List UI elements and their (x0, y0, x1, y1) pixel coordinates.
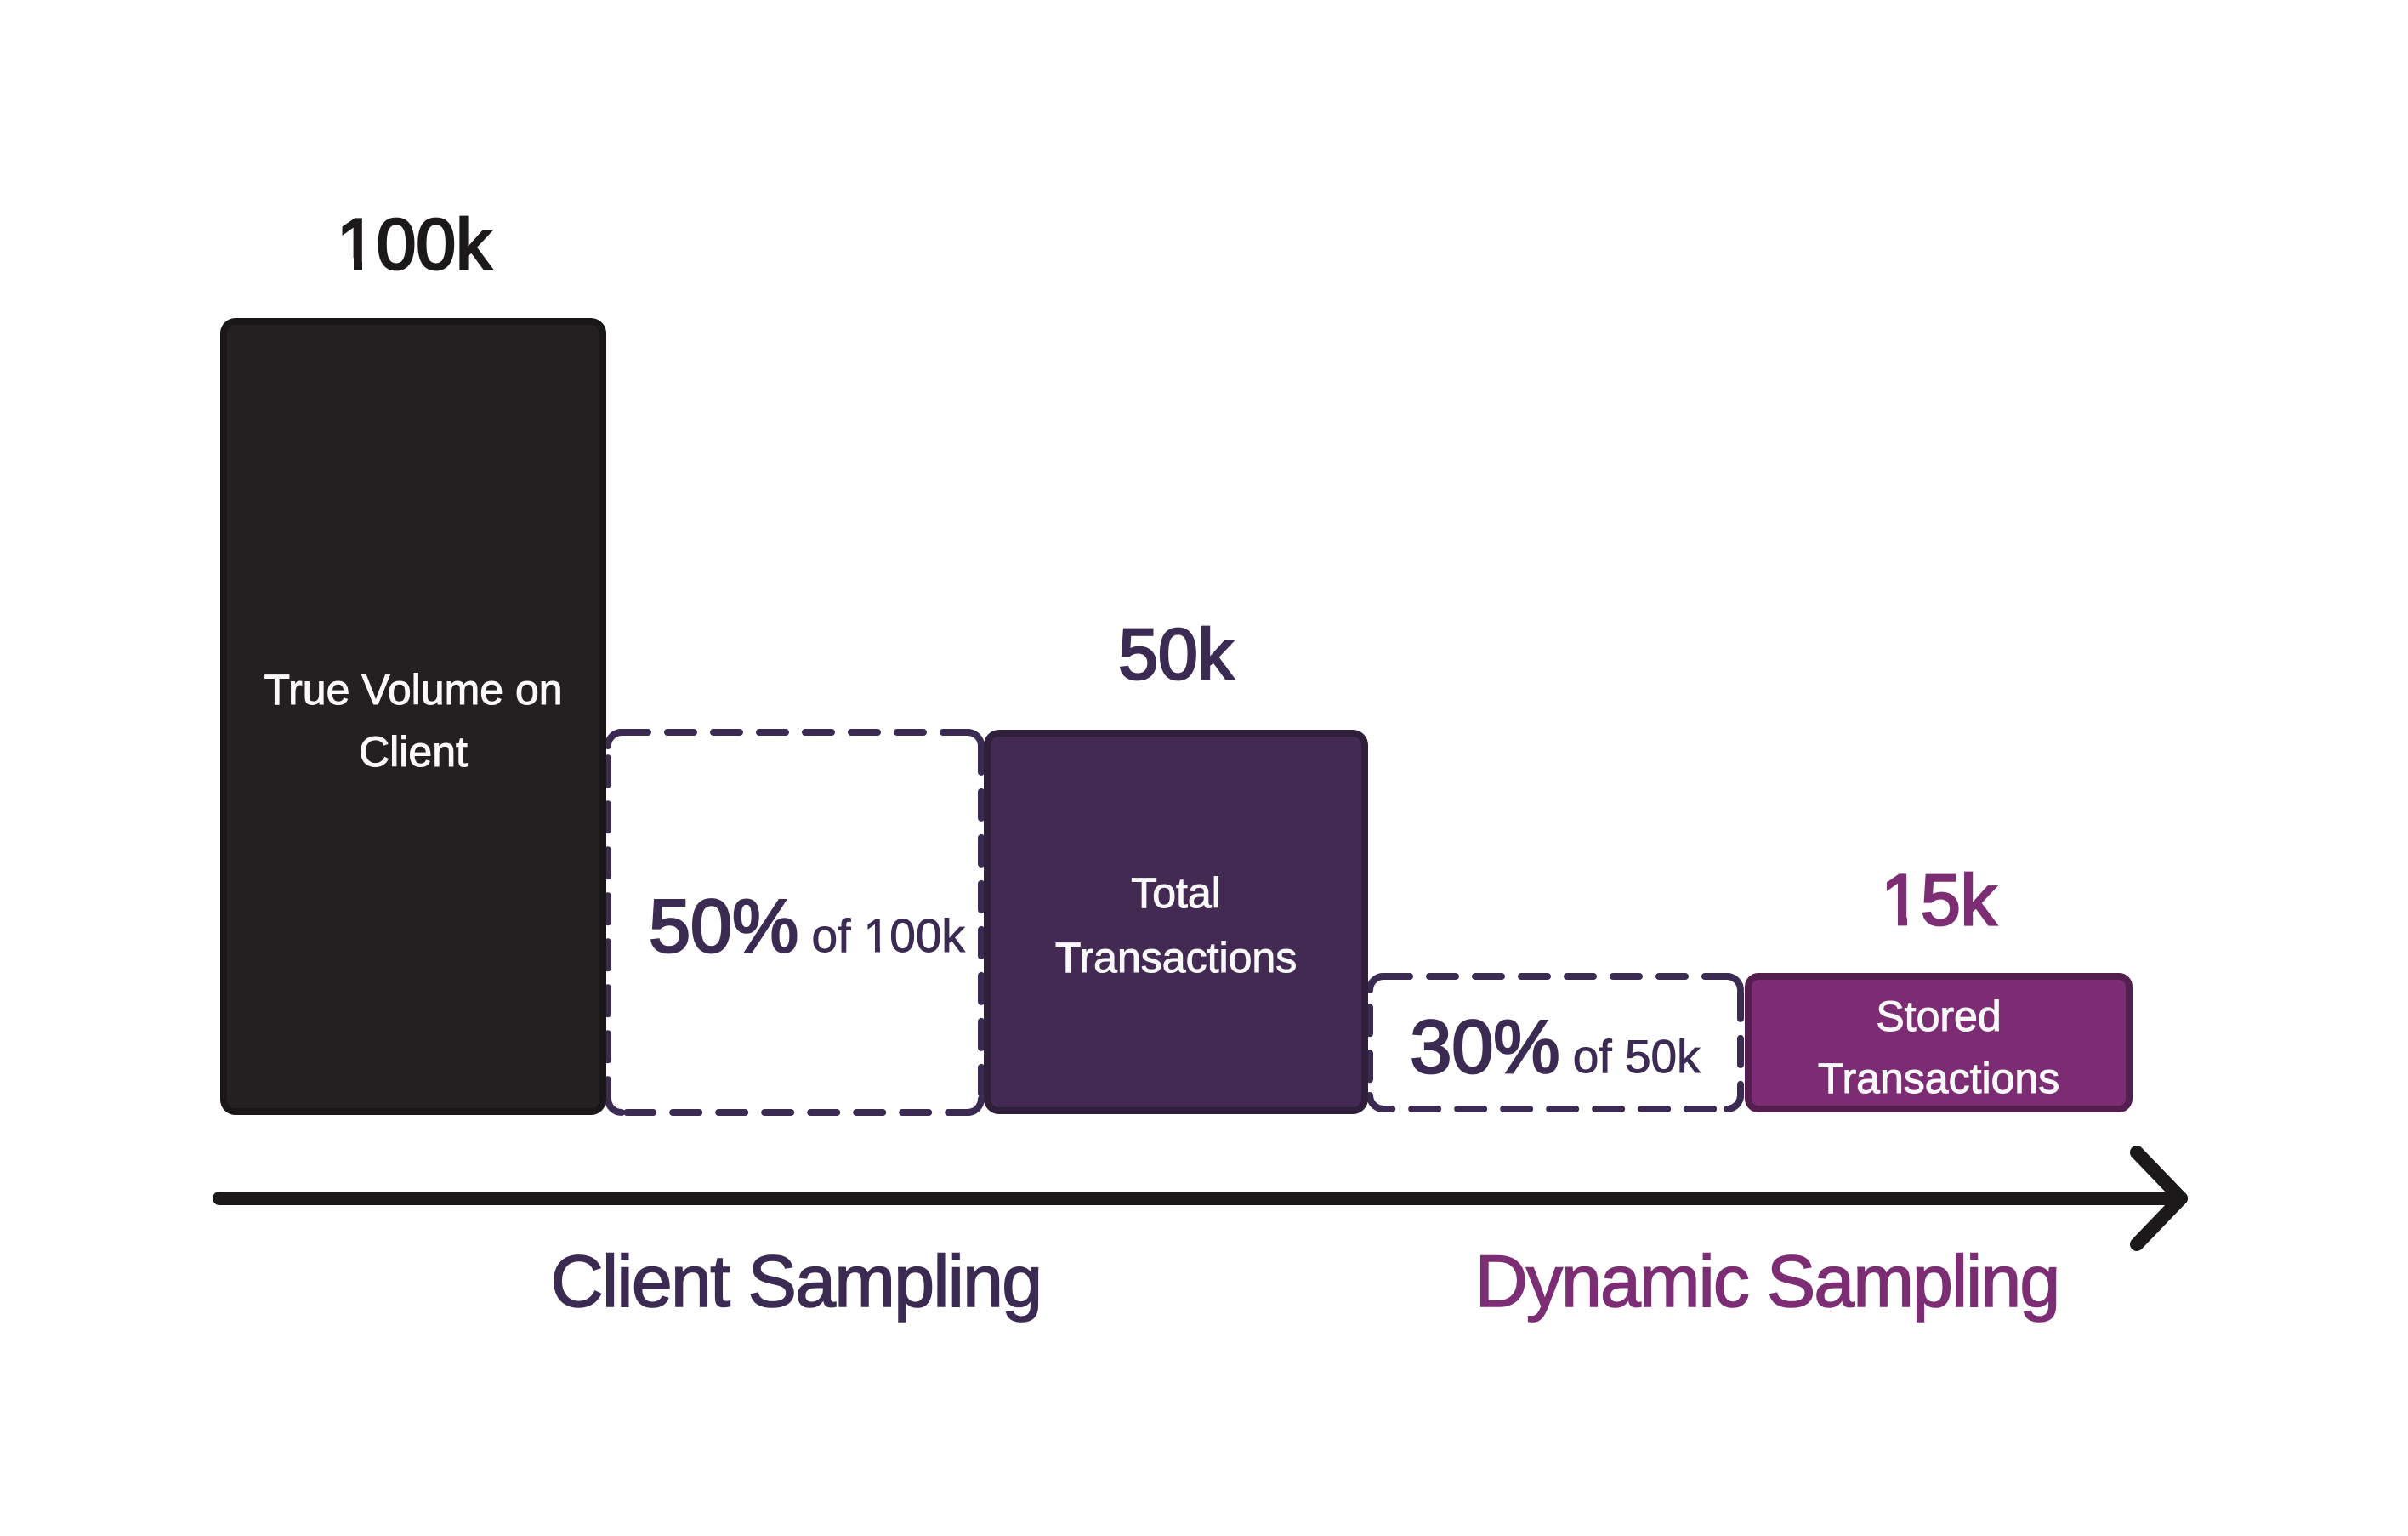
svg-text:50% of 100k: 50% of 100k (649, 884, 965, 968)
svg-text:Total: Total (1131, 869, 1221, 917)
svg-text:True Volume on: True Volume on (264, 666, 562, 714)
svg-text:Transactions: Transactions (1818, 1055, 2059, 1102)
svg-text:15k: 15k (1881, 860, 1996, 940)
svg-text:Client: Client (359, 728, 468, 776)
svg-text:30% of 50k: 30% of 50k (1410, 1004, 1701, 1089)
svg-text:Client Sampling: Client Sampling (551, 1241, 1042, 1323)
svg-text:Stored: Stored (1876, 993, 2001, 1040)
svg-text:100k: 100k (337, 204, 492, 284)
svg-text:Dynamic Sampling: Dynamic Sampling (1475, 1241, 2059, 1323)
svg-text:Transactions: Transactions (1055, 934, 1297, 981)
svg-text:50k: 50k (1118, 614, 1234, 694)
